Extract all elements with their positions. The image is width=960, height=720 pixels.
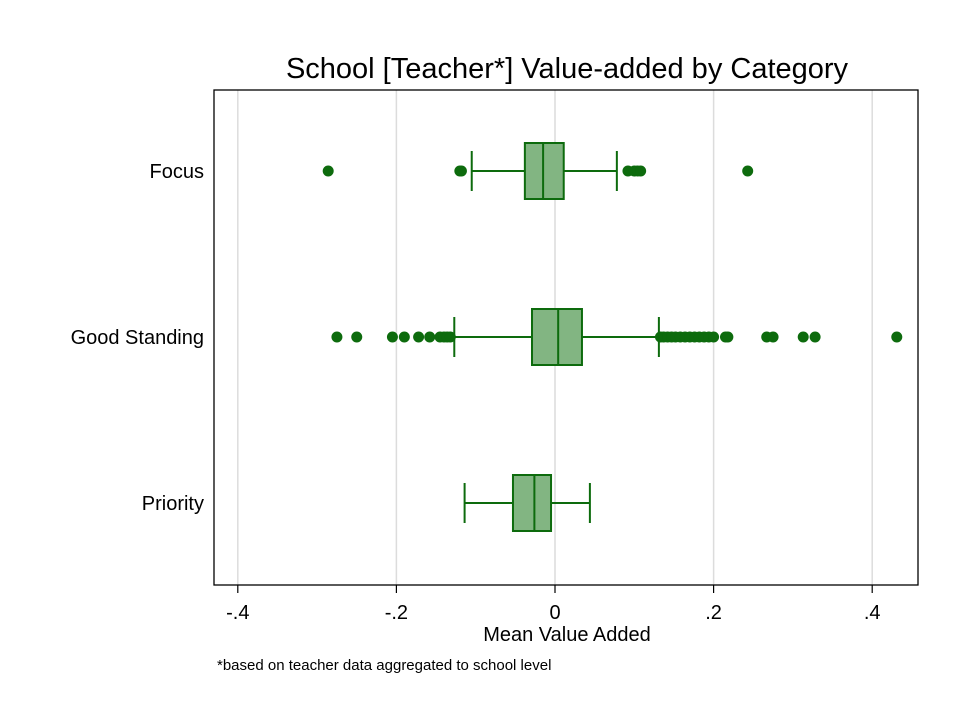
outlier-point xyxy=(424,331,436,343)
outlier-point xyxy=(413,331,425,343)
outlier-point xyxy=(809,331,821,343)
box-priority xyxy=(463,474,591,532)
outlier-point xyxy=(386,331,398,343)
outlier-point xyxy=(398,331,410,343)
category-label: Priority xyxy=(142,493,204,515)
outlier-point xyxy=(708,331,720,343)
footnote: *based on teacher data aggregated to sch… xyxy=(217,657,551,674)
x-tick-label: .4 xyxy=(864,602,881,624)
outlier-point xyxy=(331,331,343,343)
iqr-box xyxy=(511,474,553,532)
outlier-point xyxy=(322,165,334,177)
outlier-point xyxy=(797,331,809,343)
plot-frame xyxy=(213,89,919,586)
x-axis-label: Mean Value Added xyxy=(483,624,651,646)
outlier-point xyxy=(455,165,467,177)
x-tick-label: -.2 xyxy=(385,602,408,624)
outlier-point xyxy=(635,165,647,177)
chart-title: School [Teacher*] Value-added by Categor… xyxy=(286,53,849,85)
outlier-point xyxy=(767,331,779,343)
outlier-point xyxy=(444,331,456,343)
outlier-point xyxy=(891,331,903,343)
category-label: Focus xyxy=(150,161,204,183)
outlier-point xyxy=(722,331,734,343)
x-tick-label: -.4 xyxy=(226,602,249,624)
category-labels: Focus Good Standing Priority xyxy=(71,161,204,515)
outlier-point xyxy=(351,331,363,343)
outlier-point xyxy=(742,165,754,177)
box-good-standing xyxy=(331,308,903,366)
box-focus xyxy=(322,142,754,200)
x-tick-label: .2 xyxy=(705,602,722,624)
x-axis-ticks: -.4 -.2 0 .2 .4 xyxy=(226,585,881,624)
iqr-box xyxy=(523,142,565,200)
boxes xyxy=(322,142,903,532)
iqr-box xyxy=(531,308,583,366)
category-label: Good Standing xyxy=(71,327,204,349)
x-tick-label: 0 xyxy=(549,602,560,624)
